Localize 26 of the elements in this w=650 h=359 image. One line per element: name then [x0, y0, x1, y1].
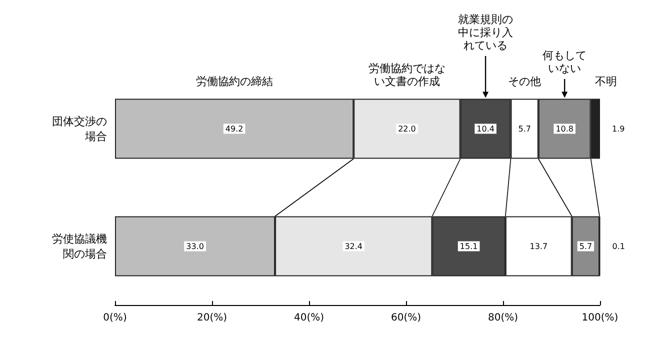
x-tick-label: 100(%) — [582, 312, 618, 324]
data-label: 10.4 — [476, 124, 494, 134]
y-tick-label: 団体交渉の場合 — [52, 114, 107, 143]
data-label: 33.0 — [186, 242, 204, 251]
x-tick-label: 0(%) — [103, 312, 127, 324]
data-label: 49.2 — [225, 124, 244, 134]
data-label: 5.7 — [518, 124, 531, 134]
x-tick-label: 40(%) — [294, 312, 324, 324]
data-label: 32.4 — [344, 242, 363, 251]
y-tick-label: 労使協議機関の場合 — [52, 232, 107, 260]
series-label: 労働協約ではない文書の作成 — [368, 62, 446, 88]
x-tick-label: 60(%) — [390, 312, 422, 324]
text: 就業規則の中に採り入れている — [458, 13, 514, 52]
x-tick-label: 20(%) — [196, 312, 228, 324]
x-tick-label: 80(%) — [488, 312, 518, 324]
data-label: 1.9 — [612, 124, 625, 134]
data-label: 15.1 — [460, 242, 478, 251]
series-label: 労働協約の締結 — [196, 75, 273, 88]
data-label: 13.7 — [530, 242, 548, 251]
series-label: 不明 — [595, 75, 617, 88]
series-label: その他 — [508, 75, 542, 88]
data-label: 5.7 — [579, 242, 592, 251]
text: 何もしていない — [542, 49, 587, 75]
data-label: 22.0 — [398, 124, 416, 134]
data-label: 10.8 — [556, 124, 574, 134]
data-label: 0.1 — [612, 242, 625, 251]
